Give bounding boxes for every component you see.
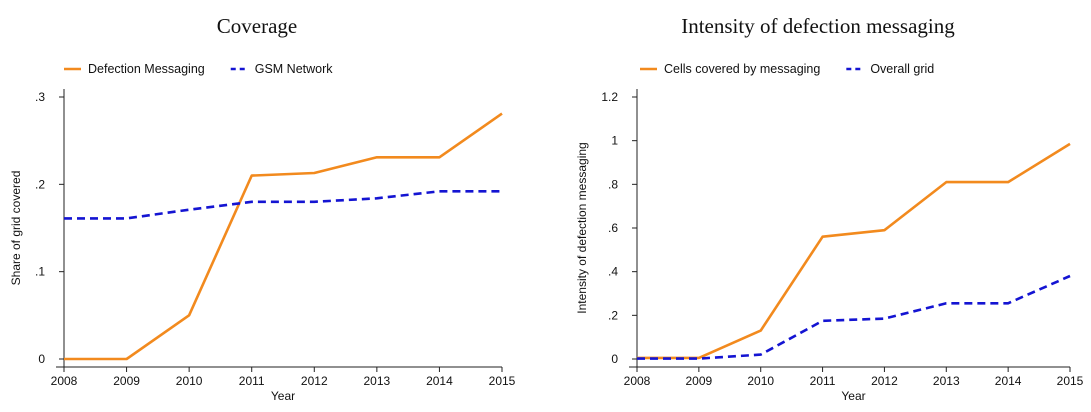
x-tick-label: 2009	[686, 374, 713, 388]
chart-title: Intensity of defection messaging	[681, 14, 955, 38]
x-tick-label: 2010	[747, 374, 774, 388]
y-tick-label: 1.2	[601, 90, 618, 104]
y-tick-label: .3	[35, 90, 45, 104]
series-line-2	[637, 274, 1071, 360]
x-tick-label: 2008	[624, 374, 651, 388]
x-tick-label: 2012	[871, 374, 898, 388]
legend-label: Overall grid	[870, 62, 934, 76]
x-tick-label: 2009	[113, 374, 140, 388]
y-axis-label: Share of grid covered	[9, 171, 23, 286]
y-tick-label: 0	[38, 352, 45, 366]
series-line-2	[64, 190, 502, 220]
x-tick-label: 2010	[176, 374, 203, 388]
x-tick-label: 2013	[364, 374, 391, 388]
series-line-1	[637, 142, 1071, 360]
y-tick-label: 0	[611, 352, 618, 366]
legend: Cells covered by messaging Overall grid	[640, 62, 934, 76]
y-tick-label: .8	[608, 177, 618, 191]
y-tick-label: .2	[608, 308, 618, 322]
y-tick-label: .1	[35, 265, 45, 279]
legend-label: Defection Messaging	[88, 62, 205, 76]
y-axis-label: Intensity of defection messaging	[575, 142, 589, 313]
x-tick-label: 2015	[489, 374, 516, 388]
legend: Defection Messaging GSM Network	[64, 62, 333, 76]
y-tick-label: .4	[608, 265, 618, 279]
x-axis-label: Year	[841, 389, 865, 403]
x-tick-label: 2012	[301, 374, 328, 388]
x-tick-label: 2013	[933, 374, 960, 388]
x-tick-label: 2011	[239, 374, 265, 388]
x-tick-label: 2011	[810, 374, 836, 388]
chart-title: Coverage	[217, 14, 297, 38]
x-axis-label: Year	[271, 389, 295, 403]
coverage-chart: Coverage 0 .1 .2 .3 2008 2009 2010 2011 2012 2013 2…	[9, 14, 516, 403]
legend-label: Cells covered by messaging	[664, 62, 820, 76]
series-line-1	[64, 112, 503, 361]
y-tick-label: 1	[611, 134, 618, 148]
intensity-chart: Intensity of defection messaging 0 .2 .4 .6.…	[575, 14, 1084, 403]
x-tick-label: 2014	[995, 374, 1022, 388]
y-tick-label: .2	[35, 177, 45, 191]
x-tick-label: 2014	[426, 374, 453, 388]
legend-label: GSM Network	[255, 62, 334, 76]
x-tick-label: 2015	[1057, 374, 1084, 388]
y-tick-label: .6	[608, 221, 618, 235]
x-tick-label: 2008	[51, 374, 78, 388]
